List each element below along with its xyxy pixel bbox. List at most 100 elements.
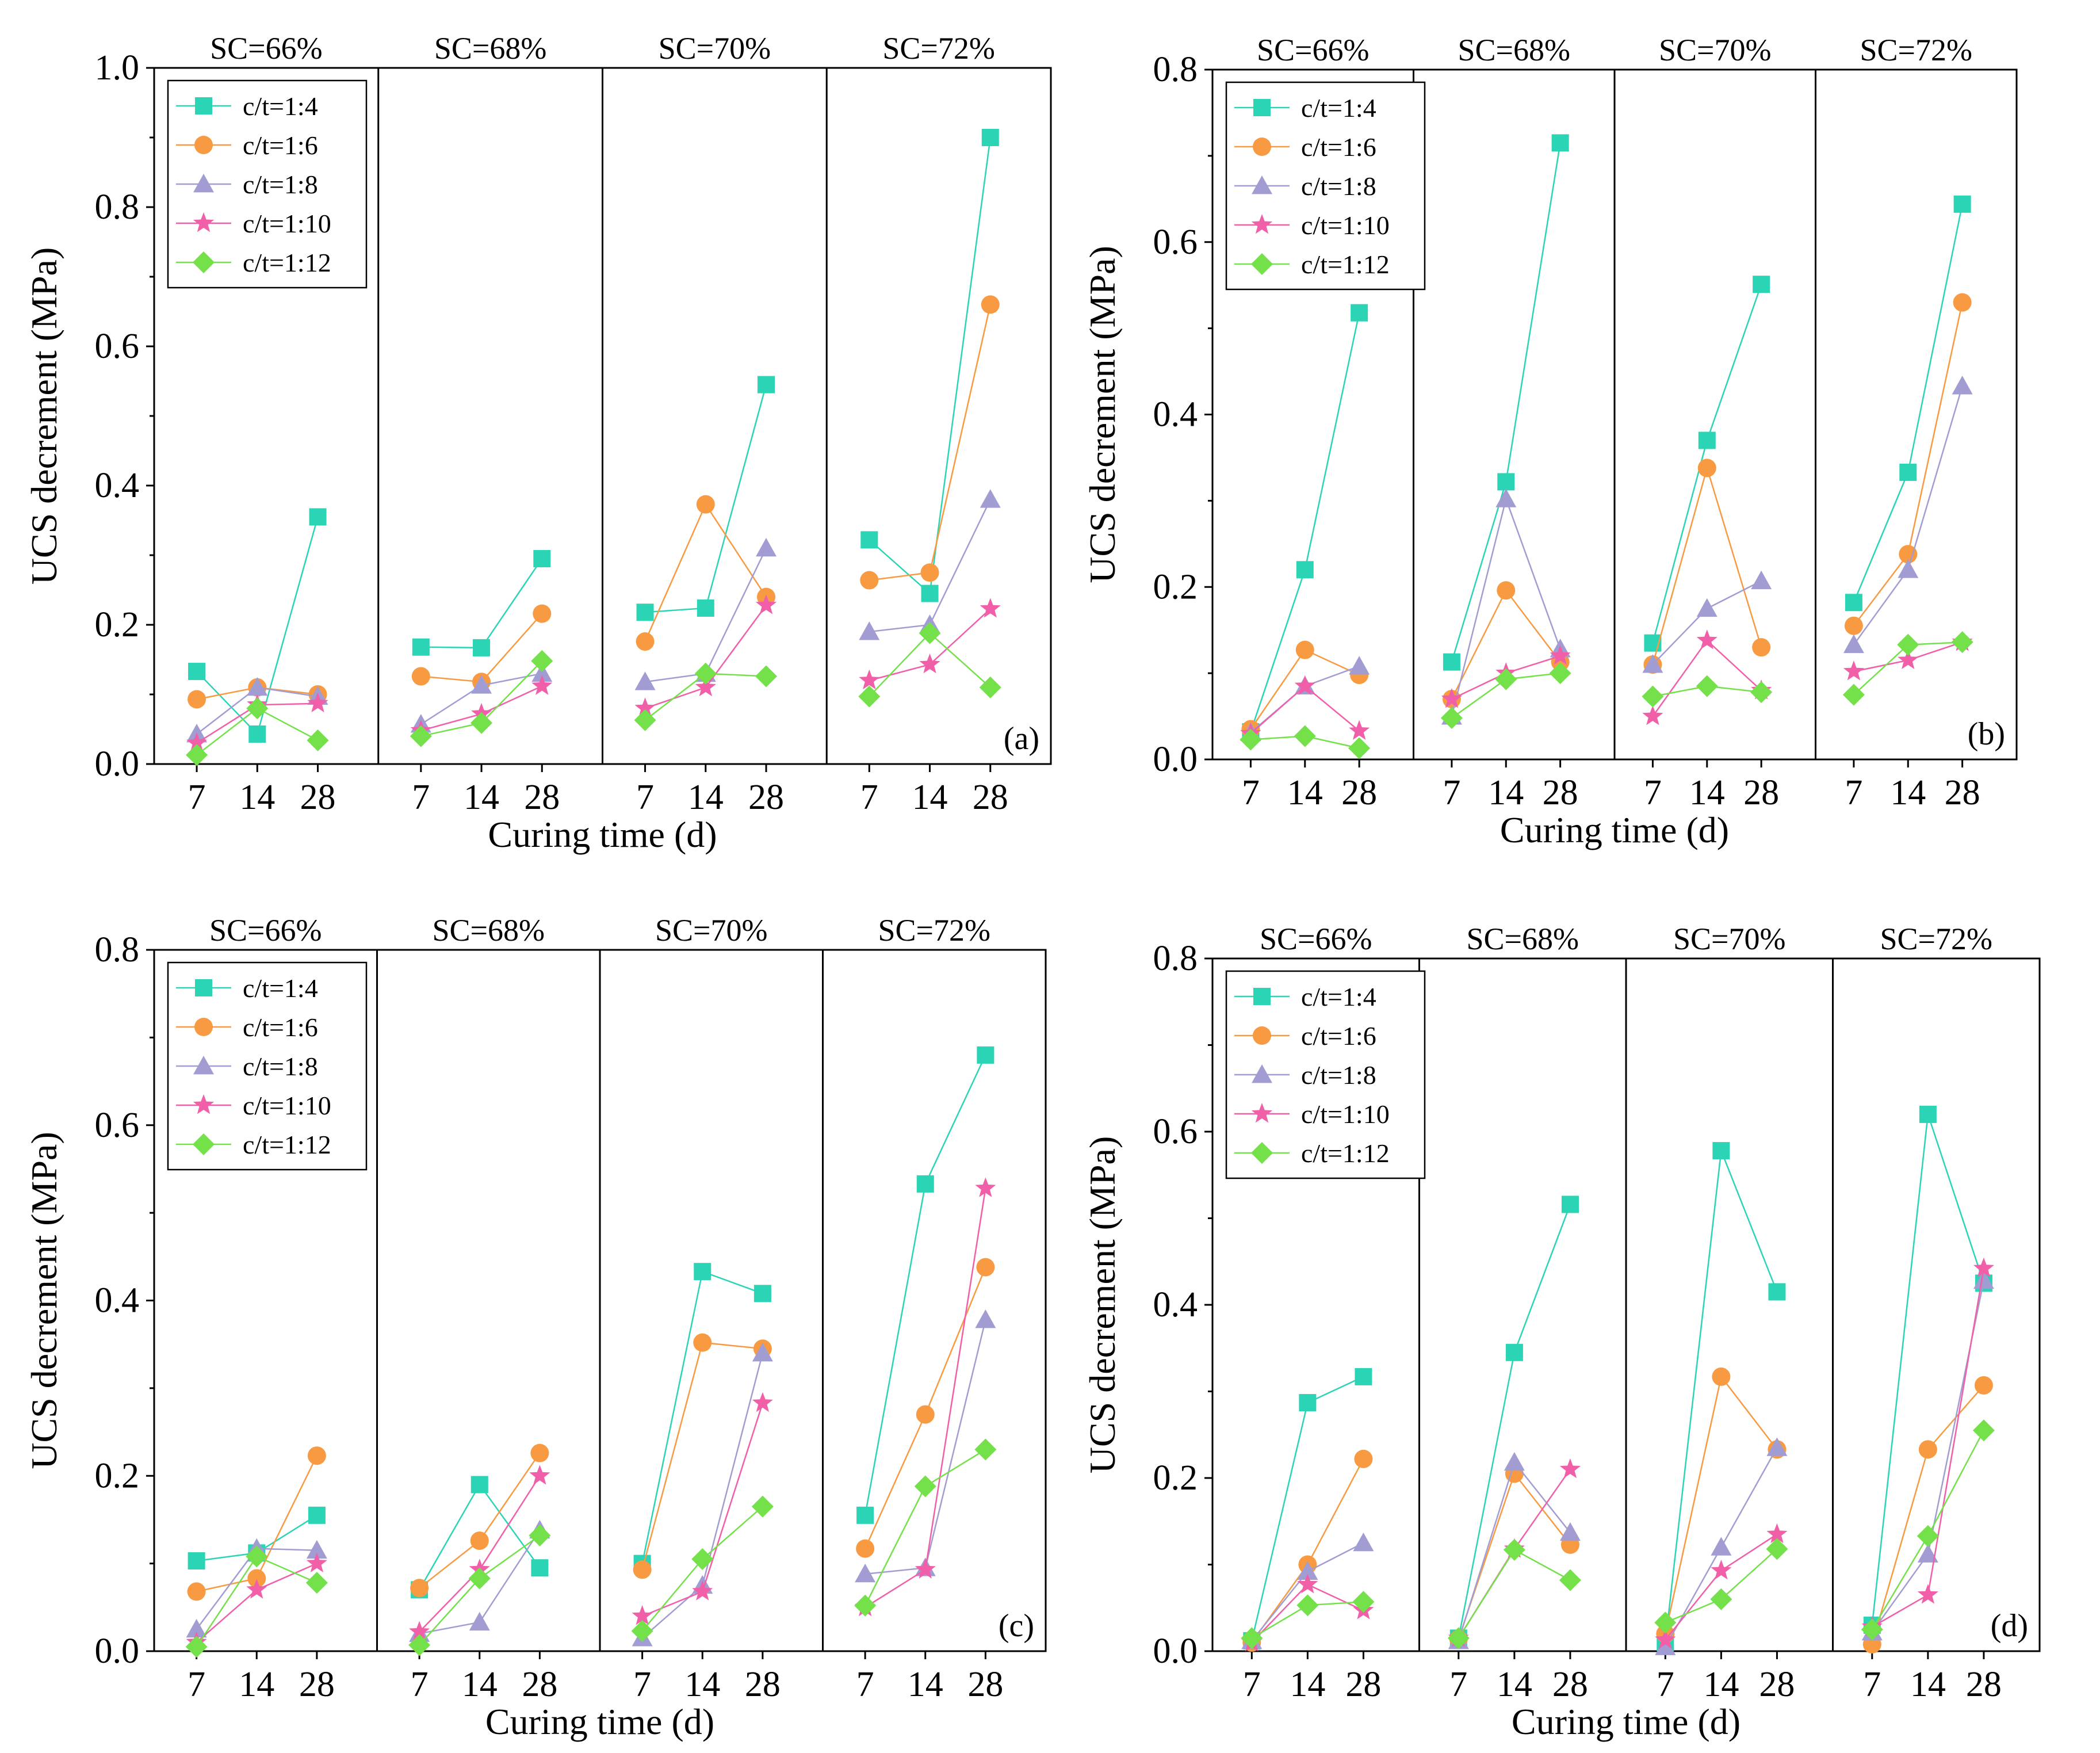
panel-b-x-tick-label: 7 — [1443, 773, 1460, 812]
panel-b-series-c-t-1-10-point — [1898, 649, 1919, 669]
panel-d-series-c-t-1-4-point — [1355, 1368, 1372, 1385]
panel-d-y-tick-label: 0.0 — [1153, 1632, 1198, 1671]
panel-c-series-c-t-1-6-point — [916, 1405, 935, 1424]
panel-a-x-tick-label: 28 — [524, 778, 560, 817]
panel-d-series-c-t-1-4-point — [1299, 1394, 1317, 1412]
panel-c-legend-label: c/t=1:6 — [243, 1013, 318, 1042]
panel-d-legend-label: c/t=1:10 — [1301, 1099, 1390, 1129]
panel-c-series-c-t-1-6-point — [530, 1443, 549, 1462]
panel-d-series-c-t-1-8-point — [1353, 1532, 1374, 1552]
panel-c-series-c-t-1-8 — [186, 1309, 996, 1647]
panel-b-series-c-t-1-6-point — [1953, 293, 1972, 312]
panel-b-legend-label: c/t=1:6 — [1301, 132, 1376, 162]
panel-c-y-tick-label: 0.2 — [95, 1456, 140, 1495]
panel-d-legend-label: c/t=1:8 — [1301, 1060, 1376, 1090]
panel-d-series-c-t-1-6-point — [1354, 1449, 1373, 1468]
panel-c-group-label: SC=66% — [209, 913, 322, 948]
panel-b-group-label: SC=72% — [1860, 33, 1973, 67]
panel-d-legend-label: c/t=1:4 — [1301, 982, 1376, 1011]
panel-c-series-c-t-1-12-point — [468, 1567, 491, 1590]
panel-a-series-c-t-1-10-point — [695, 676, 716, 697]
panel-a-legend-swatch-marker — [193, 174, 214, 193]
panel-a-series-c-t-1-10-point — [634, 697, 656, 717]
panel-b-series-c-t-1-12-point — [1750, 681, 1773, 704]
panel-d-series-c-t-1-12-point — [1241, 1627, 1263, 1649]
panel-c-series-c-t-1-6-line — [641, 1342, 763, 1570]
panel-a-y-tick-label: 0.0 — [95, 744, 140, 784]
panel-a-series-c-t-1-4-point — [309, 508, 327, 526]
panel-b-y-tick-label: 0.6 — [1153, 223, 1198, 262]
panel-b-series-c-t-1-6-point — [1844, 616, 1863, 635]
panel-b-x-tick-label: 28 — [1743, 773, 1779, 812]
panel-c-series-c-t-1-8-point — [752, 1342, 773, 1362]
panel-c-series-c-t-1-10-point — [632, 1605, 653, 1625]
panel-c-legend-label: c/t=1:10 — [243, 1091, 331, 1120]
panel-c-series-c-t-1-6-point — [976, 1258, 995, 1277]
panel-b-x-tick-label: 14 — [1488, 773, 1524, 812]
panel-a-series-c-t-1-12-point — [246, 697, 269, 720]
panel-d-series-c-t-1-8 — [1241, 1270, 1994, 1655]
panel-b-legend-label: c/t=1:10 — [1301, 211, 1390, 240]
panel-b-series-c-t-1-10-point — [1642, 705, 1663, 725]
panel-b-series-c-t-1-8-point — [1349, 656, 1370, 675]
panel-b-legend: c/t=1:4 c/t=1:6 c/t=1:8 c/t=1:10 c/t=1:12 — [1225, 81, 1426, 291]
panel-c-x-tick-label: 14 — [239, 1665, 274, 1704]
panel-b-x-axis-title: Curing time (d) — [1500, 809, 1729, 850]
panel-a-series-c-t-1-6-point — [696, 495, 715, 514]
panel-c-series-c-t-1-4-point — [977, 1046, 994, 1064]
panel-d-series-c-t-1-10 — [1241, 1257, 1994, 1652]
panel-b-series-c-t-1-4-point — [1698, 431, 1716, 449]
panel-c-legend: c/t=1:4 c/t=1:6 c/t=1:8 c/t=1:10 c/t=1:12 — [167, 961, 368, 1171]
panel-c-series-c-t-1-4-line — [641, 1270, 763, 1564]
panel-b-series-c-t-1-4-point — [1753, 276, 1770, 293]
panel-b-group-label: SC=68% — [1458, 33, 1571, 67]
panel-b-series-c-t-1-8-point — [1898, 559, 1919, 578]
panel-d-series-c-t-1-6-point — [1918, 1440, 1937, 1459]
panel-a-series-c-t-1-4-point — [697, 599, 714, 617]
panel-d-legend-swatch-marker — [1251, 1103, 1273, 1123]
panel-b-series-c-t-1-8-point — [1495, 488, 1517, 507]
panel-c-series-c-t-1-6-point — [470, 1532, 489, 1550]
panel-c-series-c-t-1-8-point — [186, 1618, 207, 1638]
panel-a: SC=66% 7 14 28 SC=68% 7 14 28 SC=70% 7 14 28 SC=72% 7… — [24, 31, 1052, 855]
panel-b-legend-label: c/t=1:12 — [1301, 250, 1390, 279]
panel-a-x-tick-label: 14 — [239, 778, 275, 817]
panel-c-series-c-t-1-6-point — [633, 1560, 652, 1579]
panel-d-series-c-t-1-4-line — [1458, 1204, 1571, 1639]
panel-a-series-c-t-1-8-point — [531, 663, 553, 682]
panel-b-series-c-t-1-4-point — [1845, 594, 1862, 612]
panel-c-series-c-t-1-6-point — [856, 1539, 875, 1558]
panel-d-series-c-t-1-8-point — [1917, 1544, 1938, 1563]
panel-a-legend-label: c/t=1:6 — [243, 131, 318, 160]
panel-c: SC=66% 7 14 28 SC=68% 7 14 28 SC=70% 7 14 28 SC=72% 7… — [24, 913, 1047, 1742]
panel-d-legend-swatch-marker — [1251, 1142, 1273, 1164]
panel-c-series-c-t-1-4-line — [864, 1055, 986, 1516]
panel-c-y-tick-label: 0.4 — [95, 1281, 140, 1320]
panel-b-series-c-t-1-8-point — [1751, 570, 1772, 590]
panel-a-series-c-t-1-8-point — [859, 621, 880, 640]
panel-a-series-c-t-1-4-point — [473, 639, 491, 656]
panel-c-group-label: SC=72% — [878, 913, 991, 948]
panel-b-series-c-t-1-6-point — [1899, 545, 1918, 564]
panel-c-x-tick-label: 28 — [745, 1665, 781, 1704]
panel-c-series-c-t-1-12 — [185, 1438, 997, 1658]
panel-d-y-axis-title: UCS decrement (MPa) — [1082, 1136, 1123, 1474]
panel-a-group-label: SC=66% — [210, 31, 323, 66]
panel-a-legend-label: c/t=1:8 — [243, 170, 318, 199]
panel-a-series-c-t-1-4-point — [636, 604, 654, 621]
panel-c-series-c-t-1-12-point — [305, 1572, 328, 1594]
panel-d-series-c-t-1-4 — [1243, 1105, 1992, 1651]
panel-d-series-c-t-1-12-point — [1296, 1594, 1319, 1617]
panel-b-legend-swatch-marker — [1253, 99, 1271, 116]
panel-b-series-c-t-1-8-point — [1843, 634, 1864, 654]
panel-a-series-c-t-1-10-point — [859, 669, 880, 690]
panel-c-series-c-t-1-4-point — [471, 1476, 488, 1494]
panel-c-series-c-t-1-12-point — [914, 1475, 936, 1498]
panel-a-series-c-t-1-12-point — [755, 665, 778, 688]
panel-b-series-c-t-1-6-point — [1752, 638, 1771, 657]
panel-a-series-c-t-1-10-point — [186, 732, 208, 753]
panel-d-x-tick-label: 28 — [1345, 1665, 1381, 1704]
panel-c-x-tick-label: 28 — [299, 1665, 335, 1704]
panel-b-legend-swatch-marker — [1252, 175, 1272, 194]
panel-d-series-c-t-1-12-point — [1352, 1591, 1375, 1613]
